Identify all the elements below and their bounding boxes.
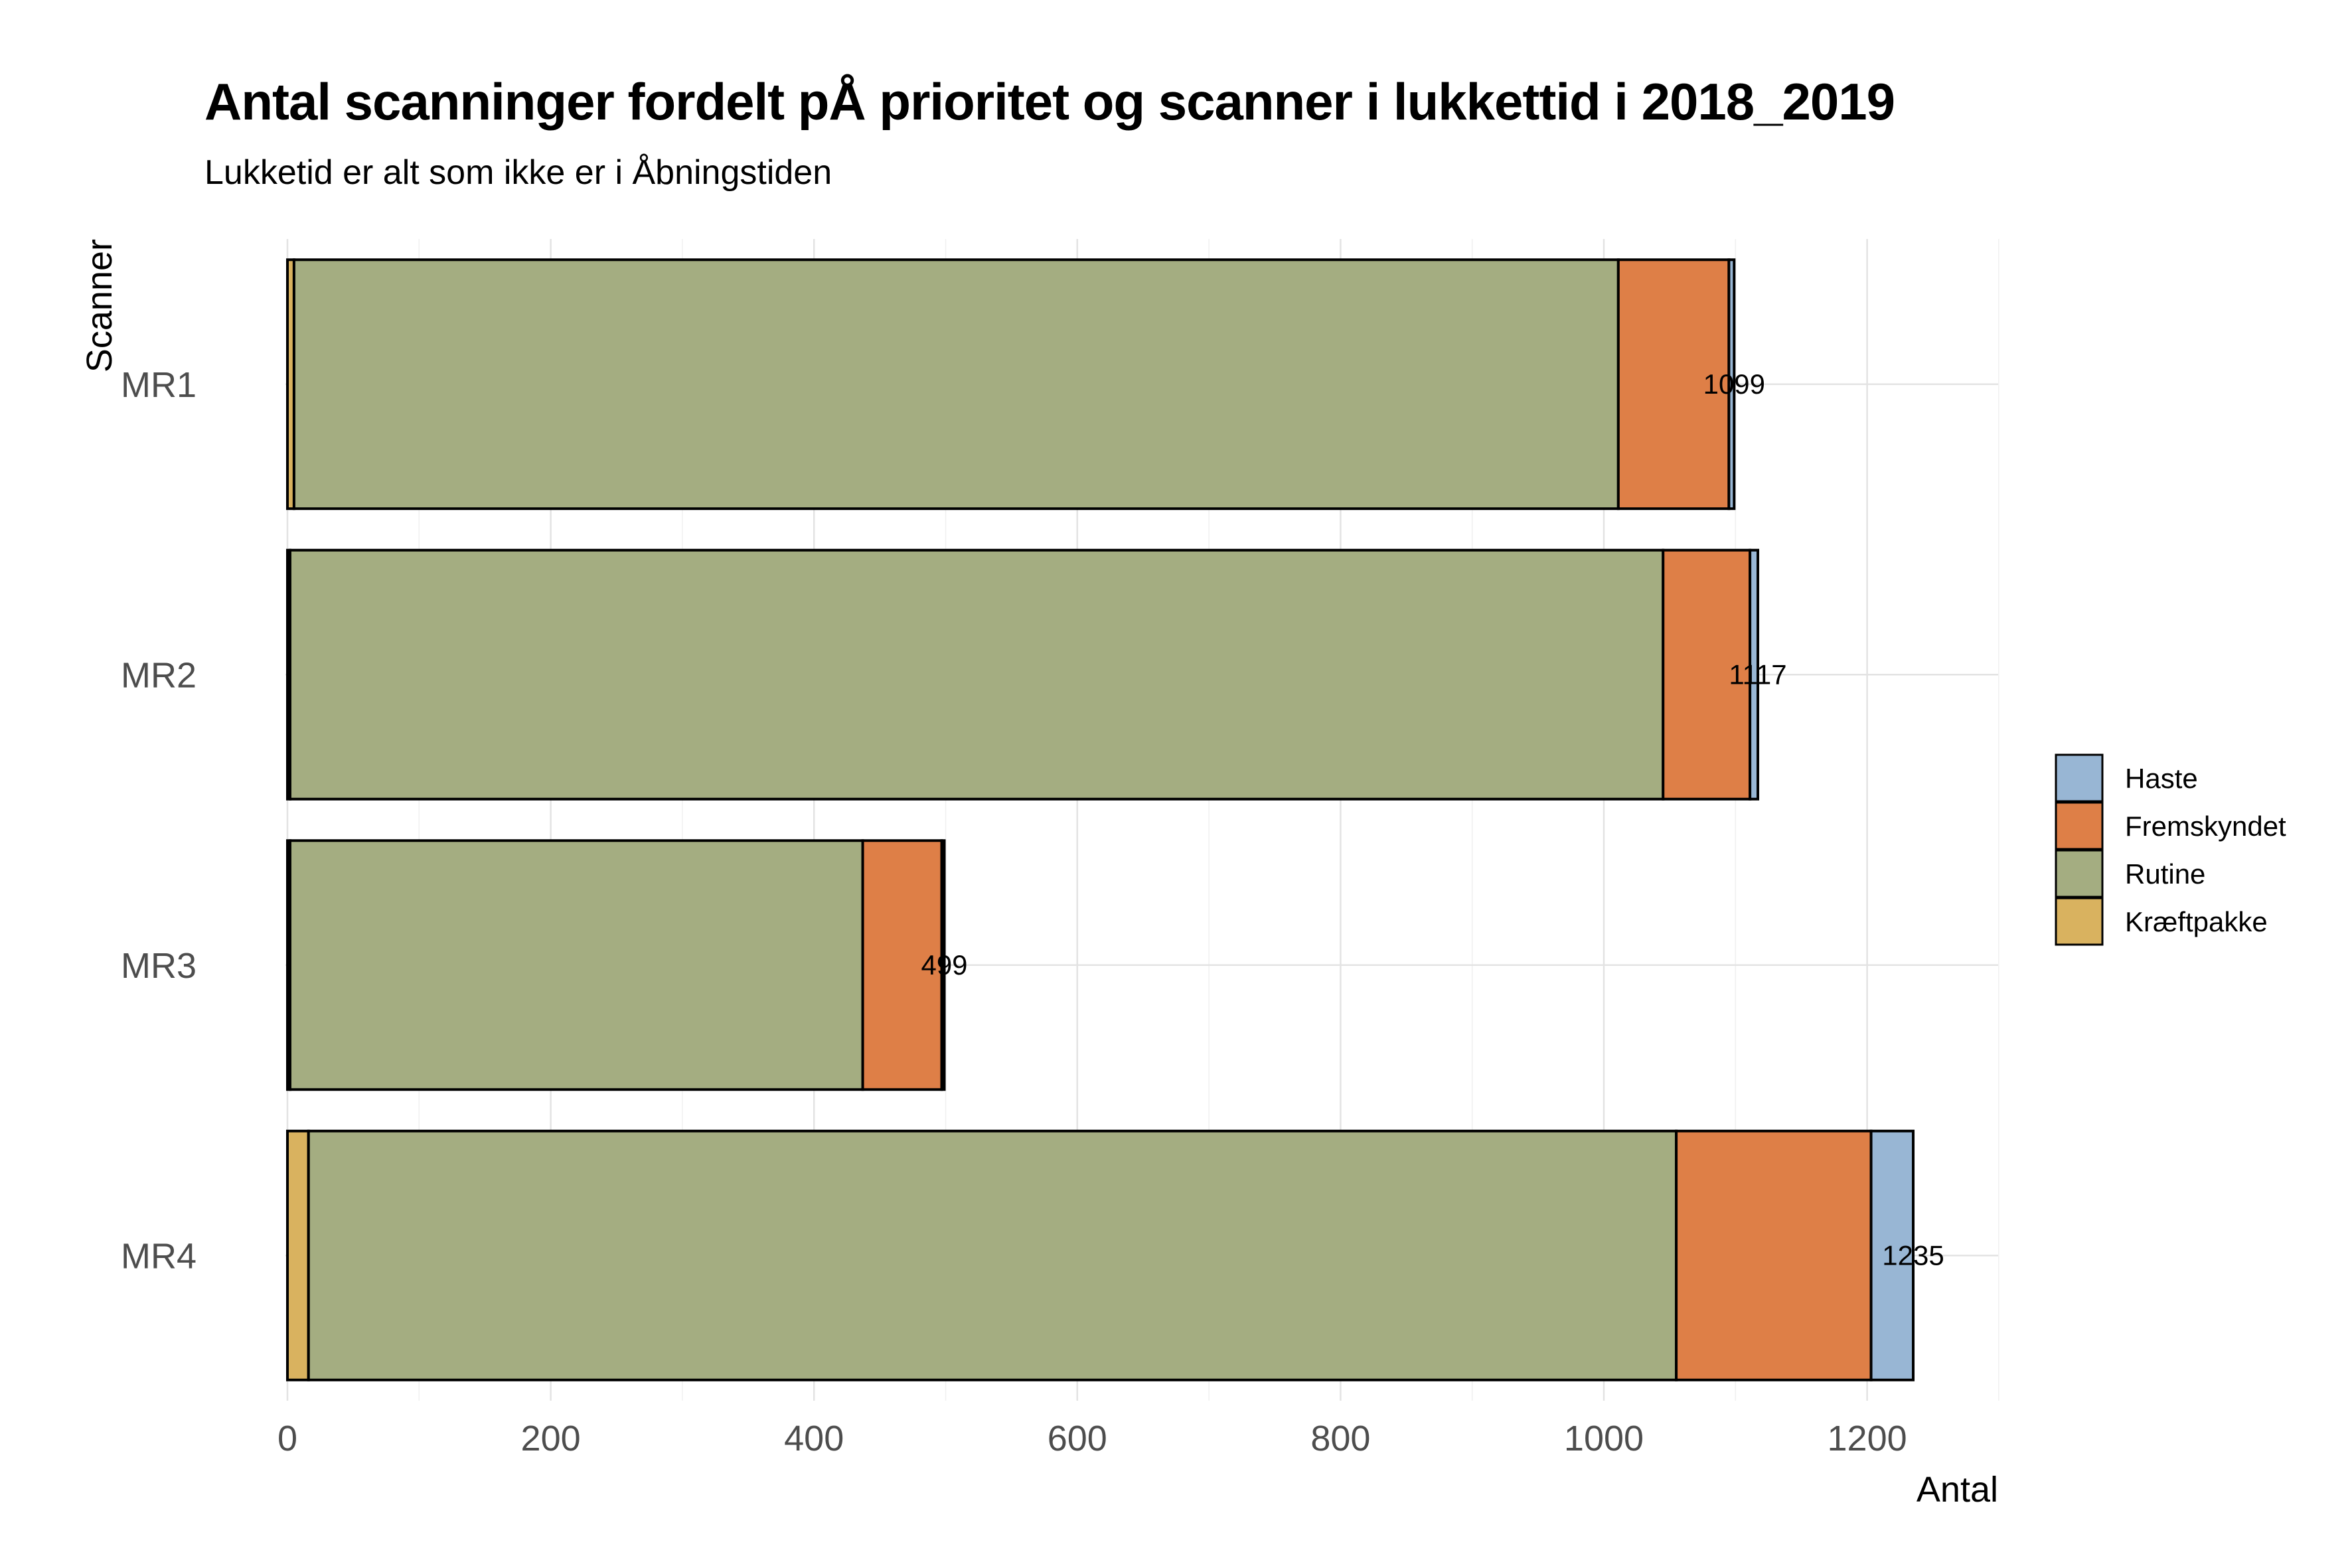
bar-total-label: 1117 xyxy=(1729,659,1786,690)
chart-subtitle: Lukketid er alt som ikke er i Åbningstid… xyxy=(204,153,832,192)
y-tick-label: MR2 xyxy=(121,655,196,695)
bar-segment-haste xyxy=(1749,548,1760,801)
bar-segment-haste xyxy=(1869,1129,1915,1381)
y-tick-label: MR4 xyxy=(121,1236,196,1276)
y-tick-label: MR3 xyxy=(121,946,196,986)
bar-total-label: 499 xyxy=(921,949,967,980)
bar-segment-rutine xyxy=(307,1129,1678,1381)
bar-segment-fremskyndet xyxy=(1662,548,1752,801)
x-tick-label: 800 xyxy=(1310,1419,1370,1458)
x-tick-label: 1000 xyxy=(1564,1419,1644,1458)
bar-segment-haste xyxy=(1727,258,1736,510)
bar-segment-rutine xyxy=(292,258,1620,510)
bar-segment-haste xyxy=(940,839,946,1091)
legend-key-kræftpakke xyxy=(2055,897,2104,946)
legend-key-rutine xyxy=(2055,849,2104,898)
axis-layer: MR1 MR2 MR3 MR4 0 200 400 600 800 1000 1200 Antal Sc… xyxy=(80,239,1998,1510)
x-tick-label: 600 xyxy=(1048,1419,1107,1458)
y-axis-title: Scanner xyxy=(80,239,119,372)
legend-key-haste xyxy=(2055,753,2104,803)
bar-segment-fremskyndet xyxy=(861,839,943,1091)
legend-label: Fremskyndet xyxy=(2125,811,2286,842)
legend-layer: Haste Fremskyndet Rutine Kræftpakke xyxy=(2055,753,2286,946)
bar-segment-kræftpakke xyxy=(286,1129,310,1381)
legend-key-fremskyndet xyxy=(2055,801,2104,850)
x-tick-label: 1200 xyxy=(1828,1419,1907,1458)
bar-layer xyxy=(286,258,1915,1381)
bar-segment-fremskyndet xyxy=(1675,1129,1873,1381)
x-tick-label: 0 xyxy=(277,1419,297,1458)
y-tick-label: MR1 xyxy=(121,365,196,405)
legend-label: Rutine xyxy=(2125,858,2205,890)
bar-segment-fremskyndet xyxy=(1616,258,1731,510)
bar-total-label: 1099 xyxy=(1703,368,1765,400)
x-tick-label: 400 xyxy=(784,1419,844,1458)
legend-label: Kræftpakke xyxy=(2125,906,2268,937)
bar-segment-rutine xyxy=(288,548,1665,801)
legend-label: Haste xyxy=(2125,763,2198,794)
label-layer: 1099 1117 499 1235 xyxy=(921,368,1944,1271)
x-axis-title: Antal xyxy=(1917,1470,1998,1510)
chart-title: Antal scanninger fordelt pÅ prioritet og… xyxy=(204,72,1895,131)
x-tick-label: 200 xyxy=(521,1419,581,1458)
bar-segment-rutine xyxy=(288,839,864,1091)
bar-total-label: 1235 xyxy=(1882,1239,1944,1271)
